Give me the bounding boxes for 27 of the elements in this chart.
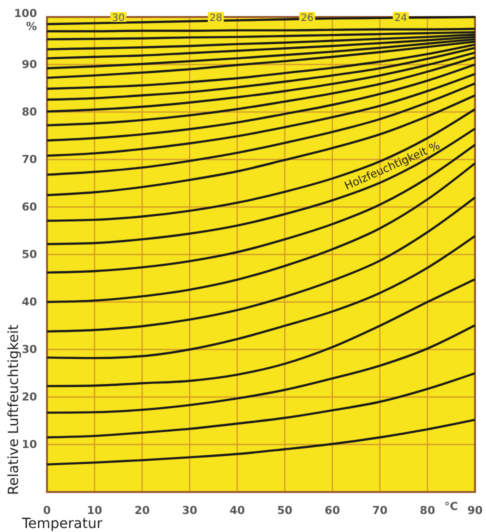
x-tick-label: 10	[86, 504, 103, 517]
y-tick-label: 10	[22, 438, 38, 452]
x-tick-label: 50	[277, 504, 293, 517]
y-tick-label: 30	[22, 343, 38, 356]
x-tick-label: 80	[420, 504, 436, 517]
x-axis-title: Temperatur	[21, 516, 103, 532]
x-tick-label: 70	[372, 504, 388, 517]
annotation: 26	[300, 13, 314, 24]
y-tick-label: 20	[22, 390, 38, 404]
text: °C	[444, 500, 458, 513]
y-tick-label: 40	[22, 296, 38, 309]
x-tick-label: 30	[182, 504, 198, 517]
annotation: 24	[394, 13, 408, 24]
y-tick-label: 50	[22, 248, 38, 262]
x-tick-label: 90	[467, 504, 483, 517]
x-tick-label: 60	[324, 504, 340, 517]
annotation: 30	[112, 13, 125, 24]
annotation: 28	[209, 13, 222, 24]
x-tick-label: 40	[230, 504, 246, 517]
y-tick-label: 70	[22, 153, 38, 166]
x-tick-label: 20	[134, 504, 150, 517]
y-tick-label: 100 %	[14, 7, 38, 34]
x-tick-label: 0	[43, 504, 52, 517]
y-axis-title: Relative Luftfeuchtigkeit	[6, 324, 22, 495]
y-tick-label: 90	[22, 58, 38, 72]
y-tick-label: 60	[22, 200, 38, 214]
y-tick-label: 80	[22, 106, 38, 119]
